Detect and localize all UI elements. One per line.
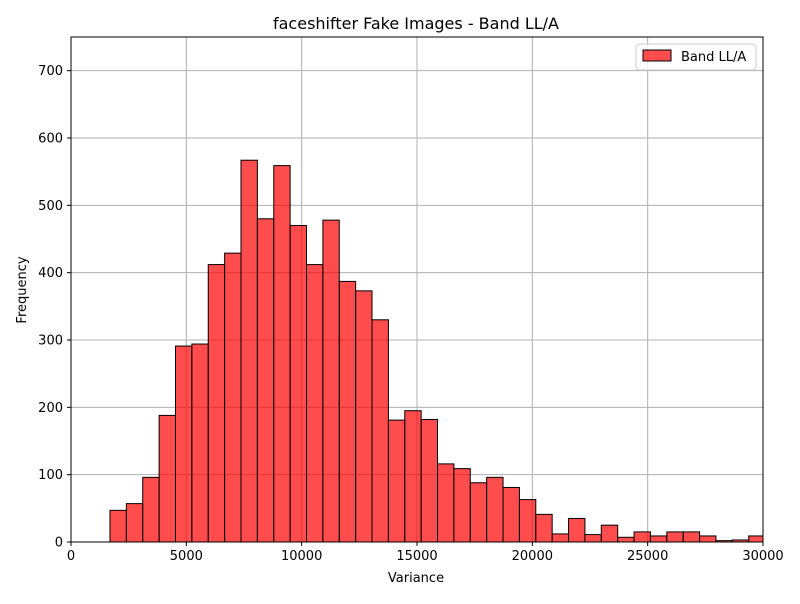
y-tick-label: 100 [38,468,63,483]
histogram-bar [748,535,763,542]
histogram-bar [191,343,209,542]
histogram-bar [682,531,701,542]
histogram-bar [371,319,389,542]
legend-swatch [642,49,672,62]
x-tick-label: 0 [67,549,75,564]
histogram-bar [518,499,537,542]
histogram-bar [617,536,635,542]
histogram-bar [338,280,357,542]
histogram-bar [600,524,619,542]
legend-label: Band LL/A [681,50,746,65]
histogram-bar [125,503,144,542]
histogram-bars [109,159,763,542]
x-tick-label: 25000 [627,549,668,564]
histogram-bar [256,218,275,542]
x-tick-label: 10000 [281,549,322,564]
histogram-bar [387,419,406,542]
histogram-bar [142,476,160,542]
x-axis-label: Variance [388,571,444,586]
histogram-bar [535,513,553,542]
y-axis: 0 100 200 300 400 500 600 700 [38,64,71,551]
x-tick-label: 5000 [170,549,203,564]
x-tick-label: 15000 [396,549,437,564]
y-axis-label: Frequency [15,256,30,323]
x-tick-label: 30000 [742,549,783,564]
histogram-bar [502,486,520,542]
y-tick-label: 300 [38,334,63,349]
histogram-bar [158,414,176,542]
histogram-bar [322,219,340,542]
histogram-bar [224,252,242,542]
histogram-bar [355,290,373,542]
histogram-bar [469,482,488,542]
histogram-bar [109,509,127,542]
histogram-bar [584,534,602,542]
histogram-bar [699,535,717,542]
histogram-bar [568,517,586,542]
histogram-bar [453,468,471,542]
histogram-bar [289,225,308,542]
y-tick-label: 200 [38,401,63,416]
histogram-bar [174,345,193,542]
histogram-bar [306,264,324,542]
y-tick-label: 400 [38,266,63,281]
histogram-bar [649,535,668,542]
histogram-bar [273,165,291,542]
y-tick-label: 700 [38,64,63,79]
y-tick-label: 0 [55,536,63,551]
histogram-bar [486,476,504,542]
histogram-bar [420,418,439,542]
histogram-bar [207,264,226,542]
histogram-bar [666,531,684,542]
x-tick-label: 20000 [512,549,553,564]
legend: Band LL/A [635,43,757,71]
x-axis: 0 5000 10000 15000 20000 25000 30000 [67,542,784,564]
histogram-bar [240,159,258,542]
chart-title: faceshifter Fake Images - Band LL/A [273,14,559,33]
histogram-bar [633,531,651,542]
histogram-bar [404,410,422,542]
histogram-bar [437,463,455,542]
histogram-bar [551,533,570,542]
y-tick-label: 500 [38,199,63,214]
y-tick-label: 600 [38,132,63,147]
